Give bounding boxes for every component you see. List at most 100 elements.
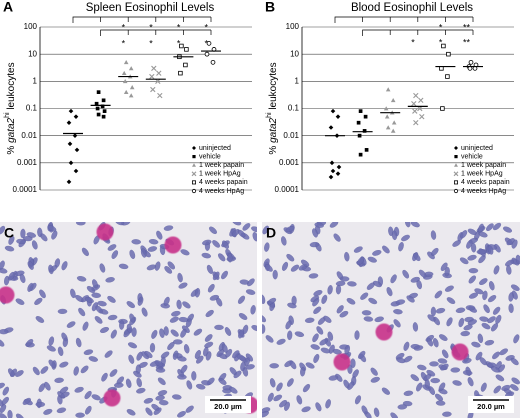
red-blood-cell bbox=[237, 295, 246, 304]
red-blood-cell bbox=[460, 230, 468, 239]
red-blood-cell bbox=[312, 228, 318, 238]
data-point bbox=[446, 51, 451, 57]
red-blood-cell bbox=[177, 272, 183, 283]
red-blood-cell bbox=[0, 382, 5, 389]
red-blood-cell bbox=[0, 225, 6, 235]
data-point bbox=[418, 97, 424, 104]
y-axis-label-part: % bbox=[268, 143, 279, 155]
data-point bbox=[390, 128, 396, 133]
legend-marker bbox=[191, 188, 197, 194]
red-blood-cell bbox=[287, 302, 297, 309]
chart-title: Spleen Eosinophil Levels bbox=[86, 2, 215, 14]
red-blood-cell bbox=[361, 405, 368, 415]
red-blood-cell bbox=[8, 271, 15, 281]
data-point bbox=[468, 59, 474, 65]
red-blood-cell bbox=[413, 345, 424, 351]
red-blood-cell bbox=[487, 245, 494, 255]
data-point bbox=[335, 171, 341, 176]
red-blood-cell bbox=[180, 328, 187, 338]
red-blood-cell bbox=[136, 351, 143, 361]
red-blood-cell bbox=[148, 239, 159, 245]
red-blood-cell bbox=[373, 407, 380, 418]
data-point bbox=[151, 65, 157, 72]
red-blood-cell bbox=[4, 275, 10, 286]
red-blood-cell bbox=[101, 372, 108, 382]
red-blood-cell bbox=[204, 341, 214, 349]
red-blood-cell bbox=[410, 276, 420, 283]
red-blood-cell bbox=[294, 331, 305, 338]
red-blood-cell bbox=[438, 382, 446, 392]
red-blood-cell bbox=[201, 380, 211, 386]
red-blood-cell bbox=[344, 251, 350, 262]
data-point bbox=[385, 87, 391, 92]
red-blood-cell bbox=[475, 351, 483, 361]
significance-label: * bbox=[439, 37, 443, 47]
red-blood-cell bbox=[482, 290, 488, 301]
red-blood-cell bbox=[418, 269, 427, 278]
red-blood-cell bbox=[128, 354, 135, 364]
red-blood-cell bbox=[262, 294, 266, 305]
red-blood-cell bbox=[252, 232, 257, 242]
red-blood-cell bbox=[48, 336, 55, 346]
red-blood-cell bbox=[287, 330, 293, 341]
red-blood-cell bbox=[157, 390, 168, 396]
significance-label: * bbox=[204, 38, 208, 48]
red-blood-cell bbox=[413, 252, 421, 262]
red-blood-cell bbox=[328, 344, 335, 354]
significance-label: ** bbox=[463, 22, 471, 32]
data-point bbox=[101, 114, 106, 119]
data-point bbox=[128, 66, 134, 71]
red-blood-cell bbox=[172, 394, 182, 400]
red-blood-cell bbox=[510, 284, 520, 291]
legend-marker bbox=[454, 146, 458, 150]
significance-label: * bbox=[122, 38, 126, 48]
red-blood-cell bbox=[363, 316, 374, 322]
red-blood-cell bbox=[251, 325, 257, 332]
red-blood-cell bbox=[163, 225, 174, 231]
legend-label: 4 weeks papain bbox=[461, 179, 510, 186]
red-blood-cell bbox=[511, 239, 518, 249]
red-blood-cell bbox=[273, 394, 283, 402]
red-blood-cell bbox=[16, 238, 26, 245]
data-point bbox=[383, 106, 389, 111]
data-point bbox=[149, 73, 155, 80]
significance-label: * bbox=[177, 38, 181, 48]
red-blood-cell bbox=[312, 333, 319, 343]
red-blood-cell bbox=[37, 227, 43, 238]
red-blood-cell bbox=[47, 225, 57, 232]
data-point bbox=[417, 105, 423, 112]
red-blood-cell bbox=[354, 395, 362, 405]
red-blood-cell bbox=[227, 252, 233, 263]
significance-bracket bbox=[362, 29, 473, 36]
red-blood-cell bbox=[107, 314, 118, 321]
legend-marker bbox=[453, 188, 459, 194]
eosinophil bbox=[164, 236, 182, 254]
red-blood-cell bbox=[40, 366, 49, 374]
red-blood-cell bbox=[158, 400, 169, 406]
red-blood-cell bbox=[262, 410, 269, 418]
red-blood-cell bbox=[492, 222, 502, 231]
red-blood-cell bbox=[7, 409, 13, 418]
data-point bbox=[390, 98, 396, 103]
red-blood-cell bbox=[147, 246, 158, 252]
red-blood-cell bbox=[178, 282, 188, 289]
red-blood-cell bbox=[131, 327, 137, 337]
red-blood-cell bbox=[136, 377, 142, 388]
red-blood-cell bbox=[225, 348, 233, 358]
red-blood-cell bbox=[0, 404, 7, 414]
red-blood-cell bbox=[281, 236, 287, 246]
red-blood-cell bbox=[84, 390, 92, 400]
red-blood-cell bbox=[172, 350, 179, 360]
red-blood-cell bbox=[437, 358, 448, 364]
red-blood-cell bbox=[31, 240, 38, 250]
red-blood-cell bbox=[75, 412, 85, 418]
y-tick-label: 0.01 bbox=[283, 131, 299, 140]
red-blood-cell bbox=[431, 247, 439, 256]
red-blood-cell bbox=[328, 375, 339, 381]
red-blood-cell bbox=[276, 338, 286, 345]
red-blood-cell bbox=[435, 307, 446, 314]
red-blood-cell bbox=[493, 385, 502, 394]
chart-title: Blood Eosinophil Levels bbox=[351, 2, 473, 14]
data-point bbox=[156, 70, 162, 76]
red-blood-cell bbox=[403, 341, 410, 351]
